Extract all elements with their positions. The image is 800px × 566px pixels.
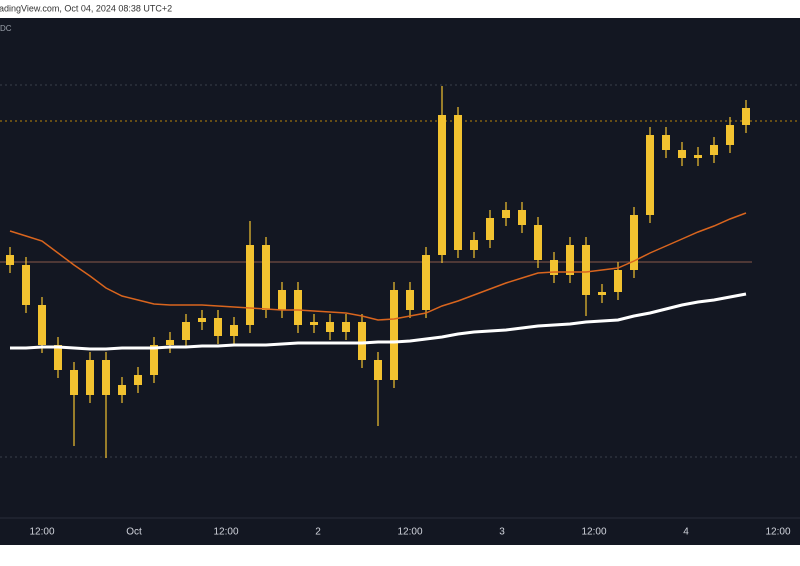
- candle-body: [198, 318, 206, 322]
- candle-body: [726, 125, 734, 145]
- candle-body: [54, 345, 62, 370]
- candle-body: [662, 135, 670, 150]
- candle-body: [694, 155, 702, 158]
- candle-body: [614, 270, 622, 292]
- candle-body: [742, 108, 750, 125]
- candle-body: [678, 150, 686, 158]
- candle-body: [598, 292, 606, 295]
- x-tick-label: 12:00: [213, 527, 238, 538]
- candle-body: [502, 210, 510, 218]
- candle-body: [278, 290, 286, 310]
- candle-body: [534, 225, 542, 260]
- candle-body: [166, 340, 174, 345]
- x-tick-label: 12:00: [29, 527, 54, 538]
- candle-body: [390, 290, 398, 380]
- moving-average: [10, 292, 747, 351]
- candle-body: [326, 322, 334, 332]
- candle-body: [182, 322, 190, 340]
- caption: radingView.com, Oct 04, 2024 08:38 UTC+2: [0, 3, 172, 13]
- symbol: DC: [0, 24, 12, 33]
- candle-body: [566, 245, 574, 275]
- candle-body: [422, 255, 430, 310]
- x-tick-label: 2: [315, 527, 321, 538]
- candle-body: [134, 375, 142, 385]
- x-tick-label: 12:00: [581, 527, 606, 538]
- x-tick-label: 3: [499, 527, 505, 538]
- candle-body: [342, 322, 350, 332]
- candle-body: [646, 135, 654, 215]
- x-tick-label: Oct: [126, 527, 142, 538]
- candle-body: [550, 260, 558, 275]
- candle-body: [294, 290, 302, 325]
- candle-body: [86, 360, 94, 395]
- candle-body: [374, 360, 382, 380]
- candle-body: [246, 245, 254, 325]
- candle-body: [310, 322, 318, 325]
- candle-body: [630, 215, 638, 270]
- candle-body: [214, 318, 222, 336]
- x-tick-label: 12:00: [765, 527, 790, 538]
- candle-body: [150, 345, 158, 375]
- candle-body: [470, 240, 478, 250]
- candle-body: [518, 210, 526, 225]
- candle-body: [102, 360, 110, 395]
- chart-background: [0, 18, 800, 545]
- candle-body: [262, 245, 270, 310]
- x-tick-label: 12:00: [397, 527, 422, 538]
- candle-body: [358, 322, 366, 360]
- candle-body: [710, 145, 718, 155]
- candle-body: [406, 290, 414, 310]
- candle-body: [438, 115, 446, 255]
- candle-body: [454, 115, 462, 250]
- candle-body: [230, 325, 238, 336]
- candle-body: [582, 245, 590, 295]
- candle-body: [70, 370, 78, 395]
- candle-body: [38, 305, 46, 345]
- candle-body: [22, 265, 30, 305]
- candle-body: [6, 255, 14, 265]
- moving-average: [9, 212, 747, 321]
- candle-body: [486, 218, 494, 240]
- x-tick-label: 4: [683, 527, 689, 538]
- candle-body: [118, 385, 126, 395]
